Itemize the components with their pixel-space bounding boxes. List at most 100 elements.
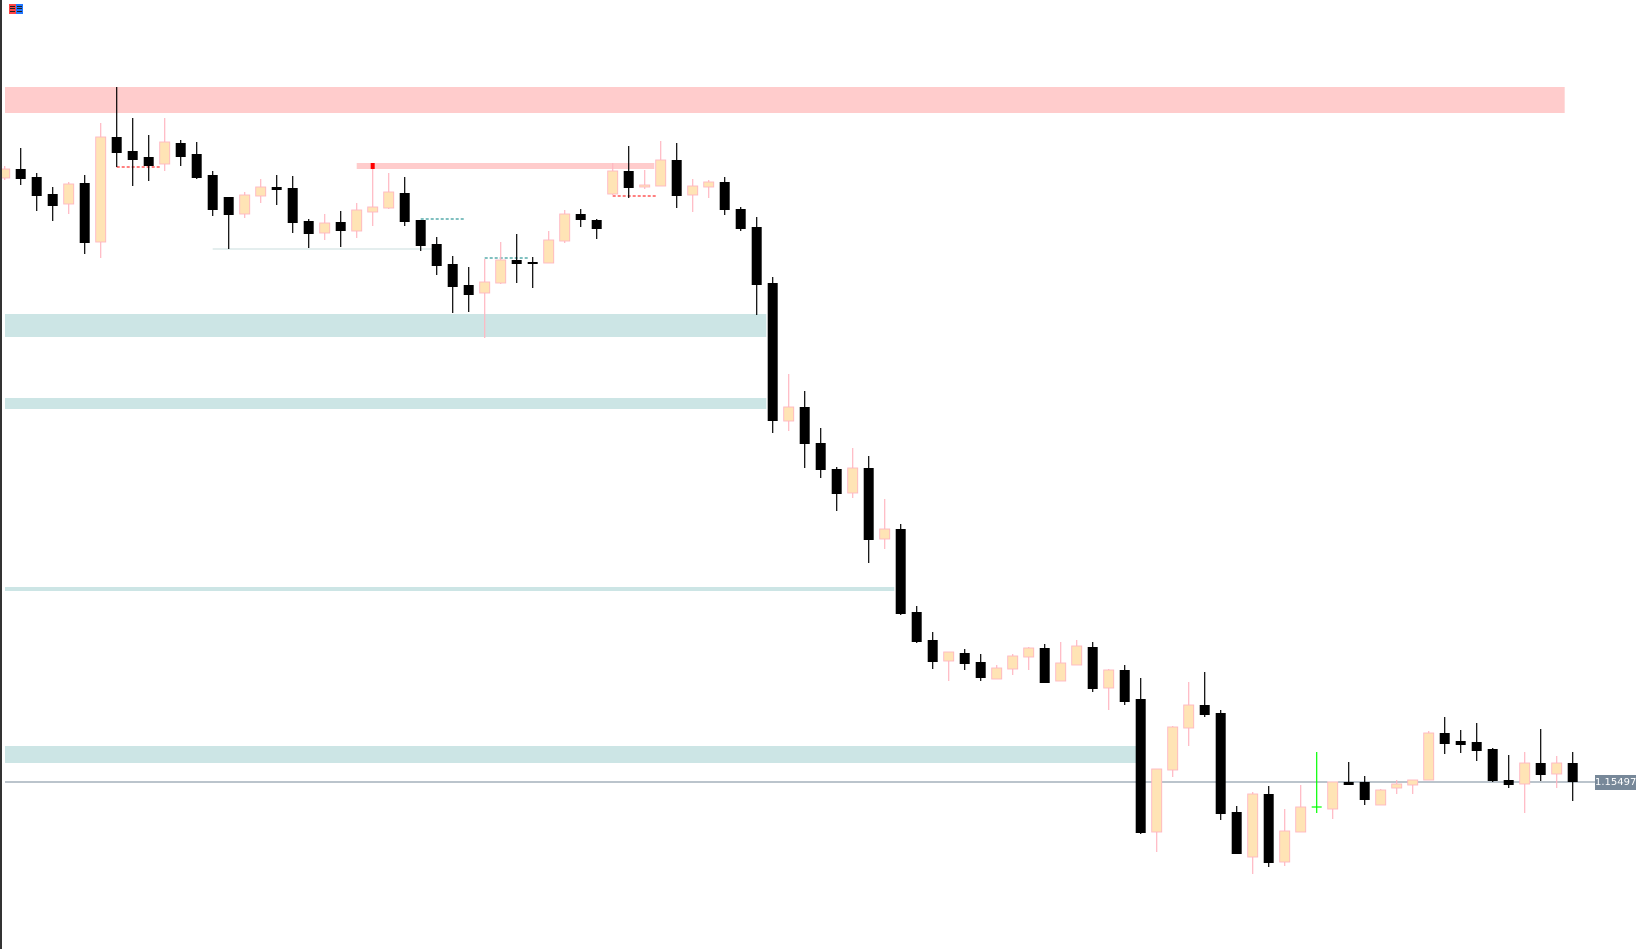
candle: [1439, 717, 1450, 754]
candle-body: [735, 209, 746, 229]
candle-body: [607, 170, 619, 195]
candle: [815, 428, 826, 478]
candle: [959, 649, 970, 670]
candle: [1391, 780, 1403, 794]
candle: [911, 606, 922, 643]
candle-body: [1071, 645, 1083, 666]
marker: [370, 163, 375, 169]
candle-body: [831, 469, 842, 494]
candle-body: [639, 184, 651, 188]
candle: [943, 651, 955, 681]
candle-body: [111, 137, 122, 153]
candle: [1311, 752, 1322, 813]
current-price-label: 1.15497: [1595, 774, 1637, 790]
candle-body: [767, 283, 778, 421]
markers-layer: [370, 163, 375, 169]
candle: [1567, 752, 1578, 801]
candle: [47, 187, 58, 221]
candle-body: [63, 183, 75, 205]
candle: [255, 179, 267, 203]
candle: [463, 267, 474, 312]
candle-body: [751, 227, 762, 285]
candle: [975, 654, 986, 681]
candle-body: [783, 406, 795, 422]
candle: [63, 182, 75, 214]
candle-body: [1407, 779, 1419, 786]
demand-zone: [5, 398, 767, 409]
candle-body: [1519, 762, 1531, 785]
candle: [1183, 682, 1195, 746]
candle: [31, 173, 42, 211]
candle: [351, 203, 363, 238]
candle: [1247, 792, 1259, 874]
candle-body: [991, 667, 1003, 680]
candle: [927, 632, 938, 669]
candle: [1279, 809, 1291, 866]
candle-body: [191, 154, 202, 178]
candle: [1487, 748, 1498, 782]
candle: [1231, 806, 1242, 854]
candle: [1119, 665, 1130, 705]
candle: [1295, 785, 1307, 833]
candle-body: [399, 193, 410, 222]
candle-body: [1439, 733, 1450, 744]
candle-body: [527, 262, 538, 264]
candle: [751, 217, 762, 315]
candle-body: [223, 197, 234, 215]
demand-zone: [5, 314, 767, 337]
candle-body: [1487, 749, 1498, 781]
candle: [367, 166, 379, 226]
candle-body: [15, 169, 26, 179]
candle: [991, 665, 1003, 680]
candle: [703, 180, 715, 198]
candle-body: [687, 185, 699, 196]
candle-body: [1151, 768, 1163, 833]
candle: [143, 135, 154, 181]
candle-body: [207, 175, 218, 210]
candle: [79, 175, 90, 254]
candle-body: [1231, 812, 1242, 854]
candle: [735, 207, 746, 231]
candle: [1327, 781, 1339, 819]
candle-body: [383, 191, 395, 209]
candle-body: [671, 160, 682, 196]
candle: [575, 209, 586, 227]
candle: [591, 219, 602, 239]
candle: [15, 148, 26, 185]
candle: [527, 257, 538, 288]
candle-body: [159, 141, 171, 165]
candle: [1519, 752, 1531, 813]
candle-body: [479, 281, 491, 294]
candle-body: [95, 136, 107, 243]
candle: [303, 219, 314, 248]
candle-body: [623, 171, 634, 188]
candle-body: [1039, 648, 1050, 683]
candle: [1103, 669, 1115, 710]
chart-window-icon[interactable]: [9, 4, 23, 14]
candle-body: [543, 239, 555, 264]
candle: [1359, 776, 1370, 805]
candle-body: [415, 220, 426, 246]
candle: [1039, 644, 1050, 683]
candle-body: [1135, 699, 1146, 833]
candle-body: [239, 194, 251, 215]
candle: [879, 499, 891, 549]
candle: [1551, 756, 1563, 788]
candle: [191, 142, 202, 179]
candle-body: [1279, 830, 1291, 863]
candle-body: [1183, 704, 1195, 729]
candle: [559, 210, 571, 243]
candle-body: [1359, 782, 1370, 800]
candle: [271, 175, 282, 205]
candle-body: [943, 651, 955, 662]
candle-body: [143, 157, 154, 166]
candle: [1167, 726, 1179, 777]
candle-body: [447, 264, 458, 287]
candle: [175, 140, 186, 166]
candle: [447, 256, 458, 313]
candle: [847, 448, 859, 498]
candle-body: [1199, 705, 1210, 715]
candle-body: [1023, 647, 1035, 658]
candle-body: [1423, 732, 1435, 781]
